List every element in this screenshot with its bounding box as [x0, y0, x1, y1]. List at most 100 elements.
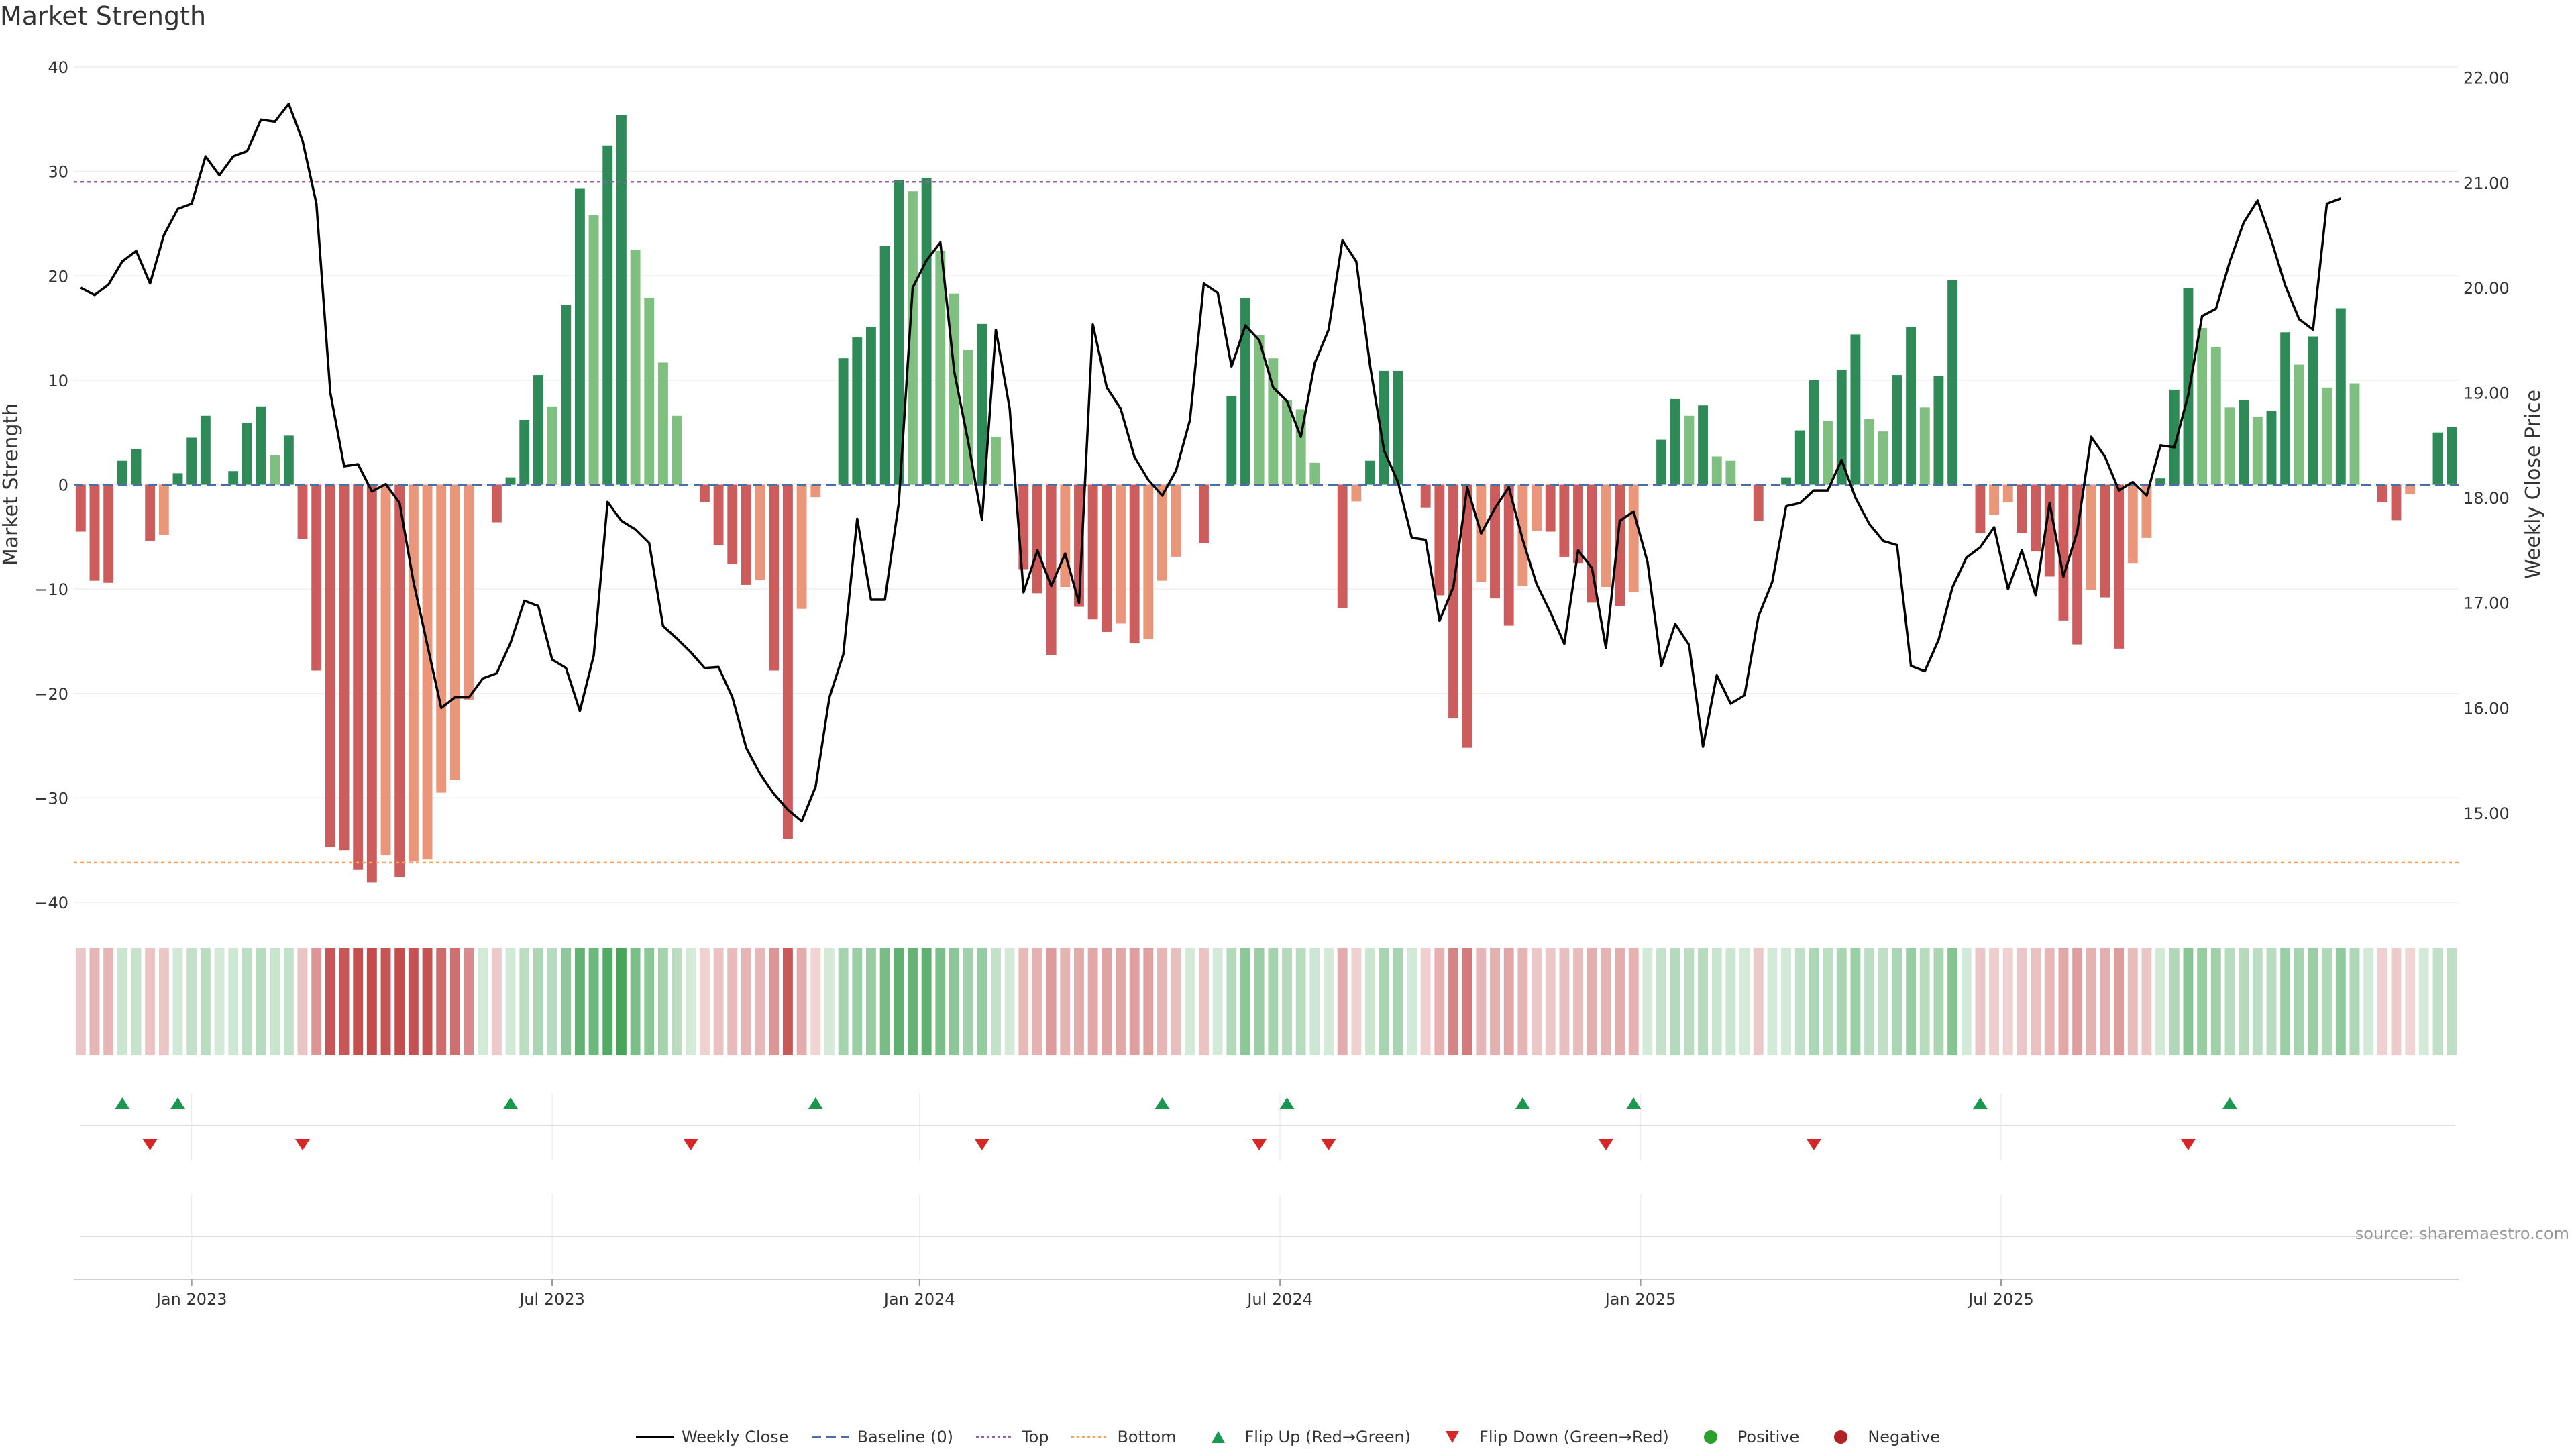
legend-dash-icon: [811, 1436, 849, 1438]
heat-strip-cell: [1046, 948, 1057, 1055]
legend-item-positive: Positive: [1692, 1428, 1799, 1446]
heat-strip-cell: [2086, 948, 2096, 1055]
heat-strip-cell: [1171, 948, 1181, 1055]
heat-strip-cell: [2141, 948, 2152, 1055]
strength-bar: [1809, 380, 1819, 485]
strength-bar: [644, 297, 655, 485]
strength-bar: [2072, 484, 2083, 645]
strength-bar: [2294, 364, 2304, 485]
strength-bar: [935, 250, 946, 485]
y-left-tick-label: 0: [58, 476, 68, 495]
strength-bar: [436, 484, 447, 793]
heat-strip-cell: [1254, 948, 1265, 1055]
strength-bar: [2266, 411, 2277, 485]
strength-bar: [186, 437, 197, 485]
strength-bar: [1559, 484, 1570, 557]
strength-bar: [699, 484, 710, 502]
strength-bar: [977, 323, 987, 485]
strength-bar: [1060, 484, 1071, 588]
heat-strip-cell: [879, 948, 890, 1055]
heat-strip-cell: [769, 948, 780, 1055]
strength-bar: [1850, 334, 1861, 485]
heat-strip-cell: [1947, 948, 1958, 1055]
flip-down-marker: [1598, 1139, 1613, 1150]
strength-bar: [1919, 407, 1930, 485]
y-left-tick-label: −40: [34, 894, 68, 912]
legend-item-flip-down: Flip Down (Green→Red): [1434, 1428, 1669, 1446]
strength-bar: [769, 484, 780, 671]
heat-strip-cell: [2044, 948, 2055, 1055]
heat-strip-cell: [2418, 948, 2429, 1055]
heat-strip-cell: [1711, 948, 1722, 1055]
strength-bar: [1032, 484, 1042, 594]
y-right-tick-label: 19.00: [2463, 384, 2510, 402]
heat-strip-cell: [672, 948, 682, 1055]
strength-bar: [2114, 484, 2125, 649]
heat-strip-cell: [2280, 948, 2291, 1055]
strength-bar: [172, 473, 183, 485]
source-note: source: sharemaestro.com: [2355, 1224, 2569, 1243]
flip-down-marker: [1806, 1139, 1821, 1150]
heat-strip-cell: [1919, 948, 1930, 1055]
strength-bar: [921, 177, 932, 485]
heat-strip-cell: [1004, 948, 1015, 1055]
strength-bar: [297, 484, 308, 539]
strength-bar: [879, 246, 890, 485]
heat-strip-cell: [1809, 948, 1819, 1055]
x-tick-label: Jul 2025: [1967, 1290, 2034, 1309]
heat-strip-cell: [89, 948, 100, 1055]
strength-bar: [672, 415, 682, 485]
strength-bar: [533, 375, 543, 485]
heat-strip-cell: [103, 948, 114, 1055]
strength-bar: [1282, 400, 1292, 485]
heat-strip-cell: [574, 948, 585, 1055]
strength-bar: [2058, 484, 2069, 621]
heat-strip-cell: [1462, 948, 1472, 1055]
heat-strip-cell: [2127, 948, 2138, 1055]
strength-bar: [491, 484, 502, 523]
legend-item-weekly-close: Weekly Close: [635, 1428, 789, 1446]
heat-strip-cell: [657, 948, 668, 1055]
strength-bar: [2335, 308, 2346, 485]
strength-bar: [741, 484, 751, 585]
heat-strip-cell: [561, 948, 572, 1055]
heat-strip-cell: [1476, 948, 1487, 1055]
heat-strip-cell: [1615, 948, 1625, 1055]
heat-strip-cell: [2058, 948, 2069, 1055]
strength-bar: [2002, 484, 2013, 502]
heat-strip-cell: [1503, 948, 1514, 1055]
heat-strip-cell: [228, 948, 239, 1055]
heat-strip-cell: [1656, 948, 1666, 1055]
heat-strip-cell: [1906, 948, 1917, 1055]
heat-strip-cell: [1143, 948, 1154, 1055]
strength-bar: [727, 484, 738, 564]
strength-bar: [103, 484, 114, 583]
heat-strip-cell: [1767, 948, 1778, 1055]
strength-bar: [256, 406, 266, 485]
heat-strip-cell: [131, 948, 142, 1055]
strength-bar: [852, 337, 863, 485]
strength-bar: [561, 305, 572, 485]
strength-bar: [1337, 484, 1348, 608]
flip-up-marker: [170, 1097, 186, 1109]
dot-icon: [1834, 1430, 1848, 1444]
strength-bar: [2141, 484, 2152, 538]
heat-strip-cell: [1961, 948, 1972, 1055]
heat-strip-cell: [436, 948, 447, 1055]
heat-strip-cell: [1324, 948, 1334, 1055]
heat-strip-cell: [810, 948, 821, 1055]
strength-bar: [1503, 484, 1514, 626]
heat-strip-cell: [2447, 948, 2457, 1055]
strength-bar: [894, 180, 904, 485]
strength-bar: [2280, 332, 2291, 485]
y-right-tick-label: 20.00: [2463, 279, 2510, 298]
strength-bar: [2349, 383, 2360, 485]
heat-strip-cell: [630, 948, 641, 1055]
heat-strip-cell: [1878, 948, 1888, 1055]
x-tick-label: Jul 2023: [518, 1290, 585, 1309]
heat-strip-cell: [2169, 948, 2180, 1055]
heat-strip-cell: [838, 948, 849, 1055]
strength-bar: [2391, 484, 2402, 521]
heat-strip-cell: [2183, 948, 2194, 1055]
